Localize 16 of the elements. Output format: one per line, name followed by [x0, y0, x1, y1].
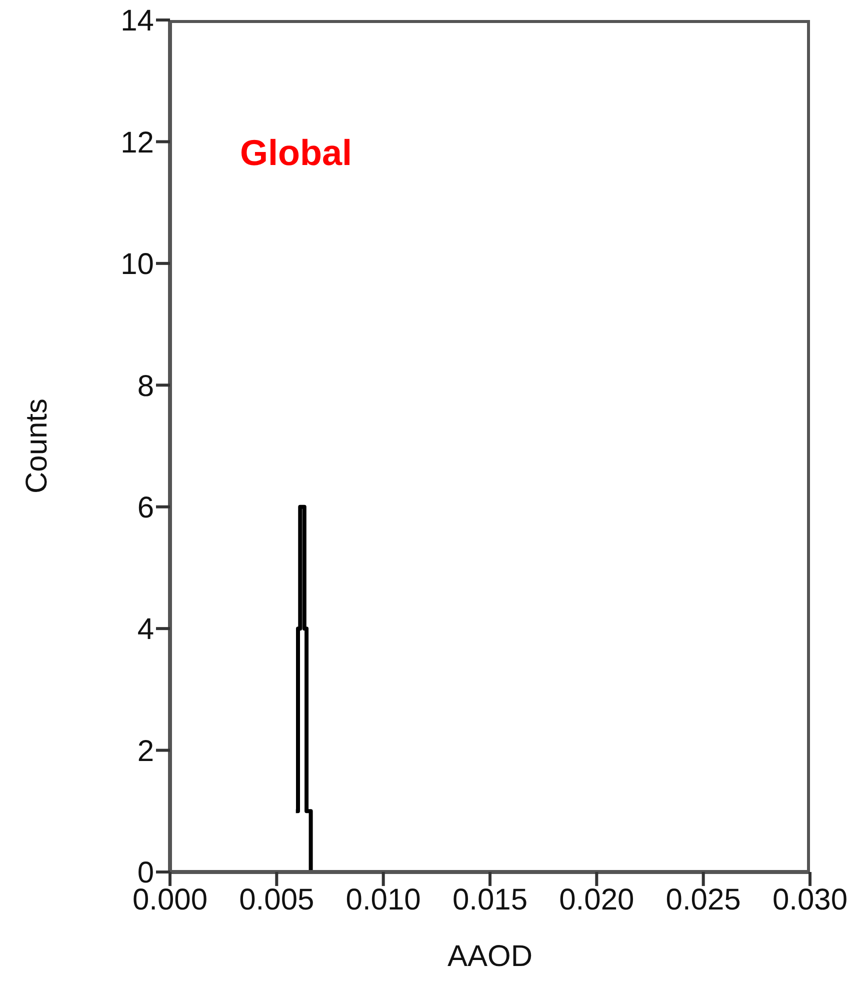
y-tick-label: 14: [120, 4, 154, 38]
y-tick-label: 12: [120, 126, 154, 160]
x-axis-title: AAOD: [447, 940, 533, 973]
y-tick-label: 2: [137, 734, 154, 768]
x-tick-label: 0.005: [239, 883, 314, 916]
x-tick-label: 0.015: [452, 883, 528, 916]
x-tick-label: 0.025: [666, 883, 741, 916]
annotation: Global: [240, 132, 352, 174]
x-tick-label: 0.020: [559, 883, 634, 916]
x-tick-label: 0.010: [346, 883, 421, 916]
x-tick-label: 0.030: [772, 883, 848, 916]
y-tick-label: 8: [137, 370, 154, 403]
y-tick-label: 4: [137, 613, 154, 646]
y-tick-label: 10: [120, 248, 154, 282]
y-tick-label: 6: [137, 492, 154, 525]
y-axis-title: Counts: [20, 398, 54, 494]
